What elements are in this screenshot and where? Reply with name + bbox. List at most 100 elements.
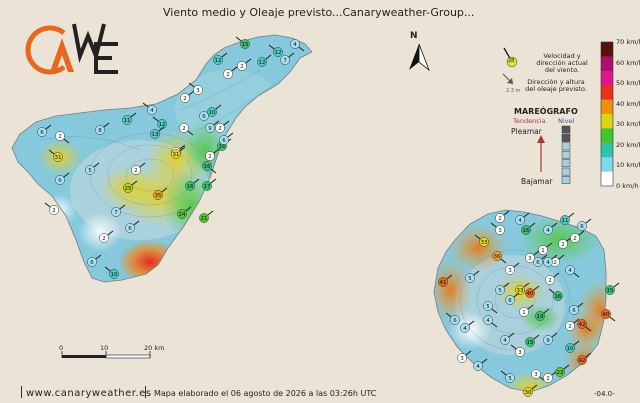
- scale-label-20: 20 km: [144, 344, 165, 352]
- north-arrow-icon: [409, 43, 430, 72]
- tide-level-box: [561, 125, 571, 134]
- wind-station-marker: [473, 361, 483, 371]
- tenerife-station-13: 2: [55, 131, 70, 144]
- wind-speed-value: 6: [40, 130, 44, 136]
- wind-station-marker: [125, 223, 135, 233]
- colorbar-segment: [601, 70, 613, 86]
- tenerife-station-2: 12: [213, 52, 228, 65]
- colorbar-label: 0 km/h: [616, 182, 639, 190]
- colorbar-segment: [601, 85, 613, 100]
- tenerife-station-38: 6: [125, 220, 140, 233]
- tenerife-station-43: 10: [104, 266, 119, 279]
- gran-canaria-station-34: 4: [500, 332, 515, 345]
- colorbar-segment: [601, 142, 613, 158]
- wind-speed-value: 11: [124, 118, 131, 124]
- wind-speed-value: 2: [58, 134, 62, 140]
- wind-station-marker: [111, 207, 121, 217]
- wind-speed-value: 11: [562, 218, 569, 224]
- colorbar-segment: [601, 56, 613, 72]
- gran-canaria-station-3: 11: [560, 212, 575, 225]
- wind-station-marker: [495, 285, 505, 295]
- scale-label-0: 0: [59, 344, 64, 352]
- tenerife-station-28: 31: [171, 146, 186, 159]
- wind-station-marker: [438, 277, 448, 287]
- tenerife-station-7: 2: [223, 66, 238, 79]
- wind-station-marker: [543, 335, 553, 345]
- wind-station-marker: [538, 245, 548, 255]
- wind-station-marker: [273, 47, 283, 57]
- footer-site-link[interactable]: www.canaryweather.es: [26, 388, 152, 399]
- gran-canaria-station-24: 6: [505, 292, 520, 305]
- wind-speed-value: 33: [481, 240, 488, 246]
- wind-speed-value: 42: [579, 358, 586, 364]
- gran-canaria-station-27: 16: [548, 288, 563, 301]
- wind-speed-value: 5: [508, 376, 512, 382]
- gran-canaria-station-49: 4: [473, 358, 488, 371]
- gran-canaria-station-18: 41: [438, 274, 453, 287]
- tide-trend-arrow-icon: [537, 135, 545, 172]
- colorbar-label: 40 km/h: [616, 99, 640, 108]
- wind-speed-value: 2: [240, 64, 244, 70]
- scale-bar: [61, 351, 151, 359]
- wind-speed-value: 6: [58, 178, 62, 184]
- wind-speed-value: 4: [463, 326, 467, 332]
- wind-speed-value: 10: [209, 110, 216, 116]
- wind-speed-value: 12: [159, 122, 166, 128]
- wind-station-marker: [213, 55, 223, 65]
- wind-station-marker: [577, 355, 587, 365]
- wind-station-marker: [545, 275, 555, 285]
- tenerife-station-37: 7: [111, 204, 126, 217]
- wind-station-marker: [280, 55, 290, 65]
- wind-station-marker: [223, 69, 233, 79]
- wind-speed-value: 41: [440, 280, 447, 286]
- tenerife-station-30: 2: [205, 148, 220, 161]
- tide-level-box: [561, 159, 571, 168]
- wind-station-marker: [543, 225, 553, 235]
- tenerife-coastline: [11, 34, 313, 283]
- tide-level-box: [561, 134, 571, 142]
- tenerife-station-4: 12: [257, 54, 272, 67]
- gran-canaria-station-40: 40: [601, 309, 616, 322]
- tenerife-stations: 1512122127423241162612102813161663162523…: [37, 36, 305, 279]
- gran-canaria-station-9: 1: [538, 242, 553, 255]
- wind-speed-value: 3: [498, 228, 502, 234]
- gran-canaria-island: [434, 210, 606, 392]
- wind-station-marker: [565, 265, 575, 275]
- gran-canaria-station-7: 16: [521, 222, 536, 235]
- footer-site[interactable]: www.canaryweather.es: [22, 388, 152, 399]
- gran-canaria-station-15: 3: [505, 262, 520, 275]
- colorbar-label: 50 km/h: [616, 79, 640, 88]
- tenerife-station-26: 5: [85, 162, 100, 175]
- tenerife-island: [12, 35, 312, 282]
- wind-station-marker: [565, 321, 575, 331]
- gran-canaria-station-36: 9: [543, 332, 558, 345]
- wind-station-marker: [570, 233, 580, 243]
- gran-canaria-station-8: 36: [492, 251, 507, 264]
- gran-canaria-station-28: 42: [577, 319, 592, 332]
- wind-speed-value: 1: [541, 248, 545, 254]
- gran-canaria-station-48: 5: [500, 370, 515, 383]
- wind-speed-value: 21: [201, 216, 208, 222]
- wind-station-marker: [202, 161, 212, 171]
- gran-canaria-station-45: 10: [565, 340, 580, 353]
- wind-station-marker: [180, 93, 190, 103]
- wind-station-marker: [577, 319, 587, 329]
- wind-station-marker: [95, 125, 105, 135]
- tenerife-station-39: 16: [185, 178, 200, 191]
- wind-speed-value: 6: [536, 260, 540, 266]
- gran-canaria-station-35: 4: [460, 320, 475, 333]
- wind-speed-value: 9: [208, 126, 212, 132]
- tenerife-station-20: 16: [217, 138, 232, 151]
- high-tide-label: Pleamar: [511, 127, 542, 136]
- tenerife-station-5: 7: [280, 52, 295, 65]
- gran-canaria-station-14: 6: [533, 254, 548, 267]
- wind-station-marker: [87, 257, 97, 267]
- gran-canaria-station-37: 15: [525, 334, 540, 347]
- wind-station-marker: [205, 123, 215, 133]
- tenerife-station-23: 31: [48, 149, 63, 162]
- wind-speed-value: 4: [546, 260, 550, 266]
- wind-speed-value: 17: [204, 184, 211, 190]
- page-title: Viento medio y Oleaje previsto: [163, 6, 333, 19]
- group-name: ...Canaryweather-Group...: [332, 6, 475, 19]
